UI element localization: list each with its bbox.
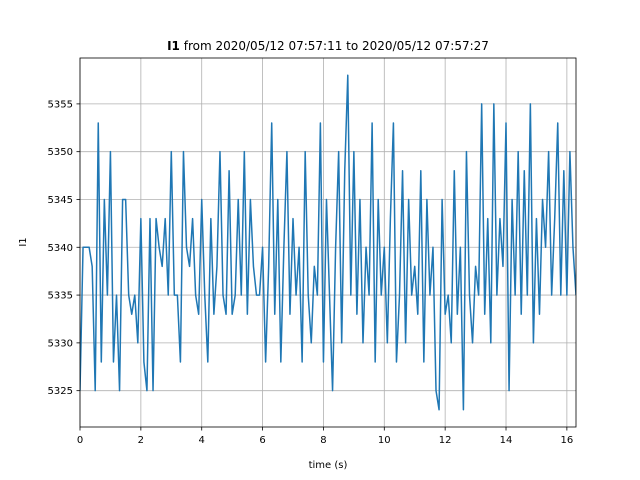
x-tick-label: 14 bbox=[500, 435, 513, 446]
x-tick-label: 10 bbox=[378, 435, 391, 446]
title-rest: from 2020/05/12 07:57:11 to 2020/05/12 0… bbox=[180, 39, 489, 53]
y-axis-label: I1 bbox=[18, 237, 29, 246]
y-tick-label: 5330 bbox=[48, 338, 73, 349]
chart-title: I1 from 2020/05/12 07:57:11 to 2020/05/1… bbox=[167, 39, 489, 53]
data-line bbox=[80, 74, 576, 411]
y-tick-label: 5340 bbox=[48, 243, 73, 254]
x-tick-label: 0 bbox=[77, 435, 83, 446]
x-tick-label: 16 bbox=[561, 435, 574, 446]
x-tick-label: 12 bbox=[439, 435, 452, 446]
y-tick-label: 5325 bbox=[48, 386, 73, 397]
x-axis-label: time (s) bbox=[309, 460, 348, 471]
y-tick-label: 5355 bbox=[48, 99, 73, 110]
x-tick-label: 4 bbox=[199, 435, 205, 446]
y-tick-label: 5345 bbox=[48, 195, 73, 206]
plot-area bbox=[80, 74, 576, 411]
y-tick-label: 5335 bbox=[48, 291, 73, 302]
ticks: 0 2 4 6 8 10 12 14 16 5325 5330 5335 5340 5345 5350 535… bbox=[48, 99, 574, 446]
title-bold: I1 bbox=[167, 39, 180, 53]
y-tick-label: 5350 bbox=[48, 147, 73, 158]
x-tick-label: 8 bbox=[320, 435, 326, 446]
x-tick-label: 6 bbox=[259, 435, 265, 446]
axes-frame bbox=[79, 57, 577, 428]
x-tick-label: 2 bbox=[138, 435, 144, 446]
